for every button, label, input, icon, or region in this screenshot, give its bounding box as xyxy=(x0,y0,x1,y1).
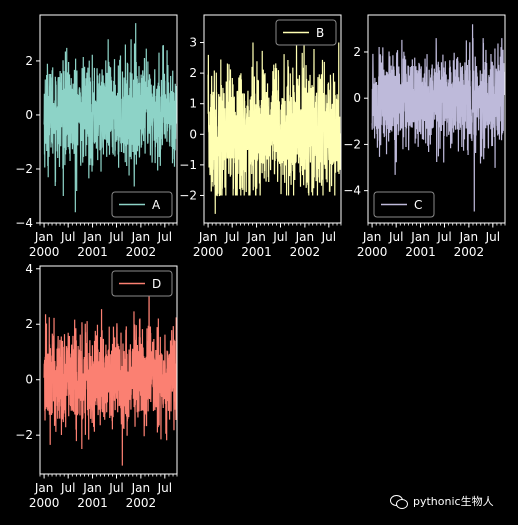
x-tick-label: Jan xyxy=(246,230,266,244)
series-line-C xyxy=(371,24,505,212)
x-tick-label-year: 2000 xyxy=(29,496,60,510)
y-tick-label: 4 xyxy=(25,262,33,276)
watermark: pythonic生物人 xyxy=(390,492,494,510)
legend-label: C xyxy=(414,198,422,212)
x-tick-label: Jan xyxy=(82,481,102,495)
y-tick-label: 2 xyxy=(25,54,33,68)
x-tick-label-year: 2002 xyxy=(126,496,157,510)
x-tick-label: Jul xyxy=(108,230,123,244)
wechat-icon xyxy=(390,494,408,509)
legend-label: B xyxy=(316,26,324,40)
x-tick-label-year: 2000 xyxy=(193,245,224,259)
x-tick-label: Jan xyxy=(362,230,382,244)
y-tick-label: 3 xyxy=(189,36,197,50)
x-tick-label: Jul xyxy=(436,230,451,244)
x-tick-label-year: 2000 xyxy=(29,245,60,259)
x-tick-label: Jan xyxy=(459,230,479,244)
x-tick-label-year: 2001 xyxy=(241,245,272,259)
legend-label: A xyxy=(152,198,161,212)
y-tick-label: 0 xyxy=(25,108,33,122)
y-tick-label: 2 xyxy=(353,45,361,59)
y-tick-label: 0 xyxy=(25,373,33,387)
legend: D xyxy=(111,270,173,297)
y-tick-label: −1 xyxy=(179,158,197,172)
x-tick-label-year: 2002 xyxy=(126,245,157,259)
y-tick-label: 0 xyxy=(189,127,197,141)
x-tick-label: Jul xyxy=(60,230,75,244)
series-line-B xyxy=(207,24,341,214)
y-tick-label: −2 xyxy=(179,188,197,202)
y-tick-label: −2 xyxy=(15,428,33,442)
legend: A xyxy=(111,191,173,218)
x-tick-label: Jan xyxy=(198,230,218,244)
x-tick-label-year: 2001 xyxy=(77,245,108,259)
x-tick-label: Jul xyxy=(157,230,172,244)
series-line-D xyxy=(43,274,177,466)
x-tick-label: Jul xyxy=(485,230,500,244)
x-tick-label: Jul xyxy=(388,230,403,244)
x-tick-label-year: 2001 xyxy=(405,245,436,259)
x-tick-label: Jan xyxy=(82,230,102,244)
y-tick-label: 0 xyxy=(353,91,361,105)
x-tick-label: Jan xyxy=(34,481,54,495)
watermark-text: pythonic生物人 xyxy=(413,495,494,508)
legend: B xyxy=(275,19,337,46)
series-line-A xyxy=(43,23,177,213)
x-tick-label-year: 2002 xyxy=(290,245,321,259)
y-tick-label: −4 xyxy=(343,184,361,198)
x-tick-label: Jul xyxy=(108,481,123,495)
x-tick-label: Jul xyxy=(224,230,239,244)
x-tick-label: Jul xyxy=(60,481,75,495)
x-tick-label-year: 2002 xyxy=(454,245,485,259)
x-tick-label-year: 2000 xyxy=(357,245,388,259)
x-tick-label: Jan xyxy=(295,230,315,244)
y-tick-label: −4 xyxy=(15,216,33,230)
x-tick-label: Jul xyxy=(157,481,172,495)
x-tick-label-year: 2001 xyxy=(77,496,108,510)
y-tick-label: −2 xyxy=(15,162,33,176)
y-tick-label: −2 xyxy=(343,137,361,151)
x-tick-label: Jan xyxy=(131,230,151,244)
x-tick-label: Jan xyxy=(410,230,430,244)
x-tick-label: Jul xyxy=(321,230,336,244)
y-tick-label: 2 xyxy=(25,317,33,331)
x-tick-label: Jan xyxy=(34,230,54,244)
legend: C xyxy=(373,191,435,218)
y-tick-label: 1 xyxy=(189,97,197,111)
x-tick-label: Jan xyxy=(131,481,151,495)
legend-label: D xyxy=(152,277,161,291)
y-tick-label: 2 xyxy=(189,66,197,80)
x-tick-label: Jul xyxy=(272,230,287,244)
